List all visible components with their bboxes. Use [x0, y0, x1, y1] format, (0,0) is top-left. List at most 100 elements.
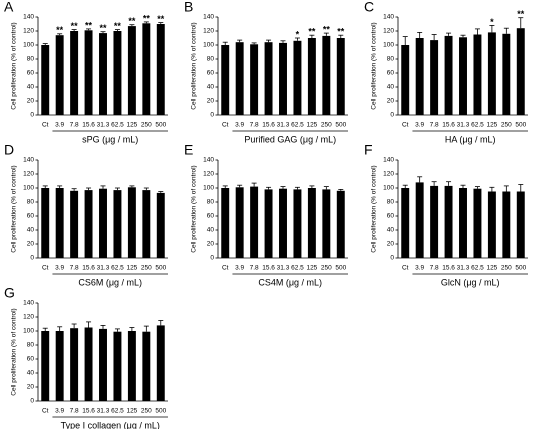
x-tick-label: 125 [126, 408, 137, 415]
bar [516, 191, 525, 258]
bar [70, 328, 79, 401]
bar [473, 188, 482, 258]
y-tick-label: 20 [387, 98, 395, 105]
x-tick-label: 15.6 [442, 265, 455, 272]
bar [279, 188, 287, 258]
y-tick-label: 120 [203, 171, 214, 178]
y-tick-label: 140 [23, 14, 34, 21]
bar [41, 45, 50, 115]
bar [142, 331, 151, 401]
y-tick-label: 60 [27, 70, 35, 77]
x-tick-label: 500 [155, 408, 166, 415]
x-tick-label: 250 [501, 122, 512, 129]
x-tick-label: 500 [155, 122, 166, 129]
y-tick-label: 60 [207, 213, 215, 220]
significance: ** [128, 16, 136, 26]
x-tick-label: 15.6 [82, 408, 95, 415]
bar [70, 31, 79, 115]
y-tick-label: 20 [27, 98, 35, 105]
y-tick-label: 20 [207, 241, 215, 248]
bar [307, 188, 316, 258]
bar [293, 189, 302, 258]
x-tick-label: 31.3 [97, 265, 110, 272]
x-tick-label: 500 [335, 122, 346, 129]
x-tick-label: Ct [402, 265, 409, 272]
bar [55, 188, 64, 258]
y-tick-label: 40 [387, 227, 395, 234]
x-tick-label: 15.6 [82, 265, 95, 272]
x-tick-label: 125 [126, 122, 137, 129]
significance: ** [99, 23, 107, 33]
y-tick-label: 60 [207, 70, 215, 77]
y-axis-label: Cell proliferation (% of control) [11, 165, 18, 252]
y-tick-label: 80 [207, 199, 215, 206]
significance: * [296, 29, 300, 39]
bar [127, 187, 136, 258]
x-tick-label: 62.5 [111, 122, 124, 129]
x-tick-label: 31.3 [277, 122, 290, 129]
bar [264, 42, 273, 116]
bar [70, 190, 79, 258]
y-tick-label: 120 [383, 171, 394, 178]
bar [142, 23, 151, 115]
panel-label: A [4, 0, 14, 15]
x-tick-label: 3.9 [55, 408, 64, 415]
x-axis-label: CS6M (μg / mL) [78, 277, 142, 287]
bar [336, 190, 345, 258]
y-tick-label: 140 [383, 14, 394, 21]
x-tick-label: 250 [141, 122, 152, 129]
y-tick-label: 120 [383, 28, 394, 35]
y-tick-label: 20 [27, 384, 35, 391]
y-tick-label: 40 [27, 370, 35, 377]
bar [250, 186, 259, 258]
bar [415, 182, 424, 258]
x-tick-label: 3.9 [235, 122, 244, 129]
y-tick-label: 0 [30, 255, 34, 262]
bar [487, 191, 496, 258]
bar [127, 331, 136, 401]
y-tick-label: 120 [23, 28, 34, 35]
significance: ** [114, 21, 122, 31]
bar [142, 190, 151, 258]
y-tick-label: 140 [203, 157, 214, 164]
bar [264, 189, 273, 258]
x-axis-label: CS4M (μg / mL) [258, 277, 322, 287]
significance: ** [308, 27, 316, 37]
panel-label: E [184, 142, 193, 158]
y-tick-label: 100 [23, 185, 34, 192]
x-axis-label: Type I collagen (μg / mL) [61, 420, 160, 429]
x-tick-label: 125 [306, 122, 317, 129]
bar [99, 33, 107, 115]
x-tick-label: 31.3 [97, 408, 110, 415]
bar [444, 35, 453, 115]
y-tick-label: 40 [387, 84, 395, 91]
y-tick-label: 80 [27, 56, 35, 63]
y-tick-label: 120 [203, 28, 214, 35]
y-axis-label: Cell proliferation (% of control) [371, 22, 378, 109]
bar [293, 40, 302, 115]
x-tick-label: 250 [321, 265, 332, 272]
bar [401, 45, 410, 115]
y-tick-label: 0 [390, 112, 394, 119]
x-tick-label: 62.5 [291, 122, 304, 129]
y-tick-label: 100 [383, 185, 394, 192]
x-tick-label: 125 [486, 122, 497, 129]
y-tick-label: 140 [23, 157, 34, 164]
y-tick-label: 100 [23, 328, 34, 335]
bar [235, 187, 244, 258]
bar [156, 24, 165, 115]
x-axis-label: Purified GAG (μg / mL) [244, 134, 336, 144]
bar [84, 327, 93, 401]
y-tick-label: 140 [383, 157, 394, 164]
bar [459, 188, 467, 258]
x-tick-label: 62.5 [471, 122, 484, 129]
bar [55, 331, 64, 401]
x-tick-label: 7.8 [430, 265, 439, 272]
y-axis-label: Cell proliferation (% of control) [11, 308, 18, 395]
bar [415, 38, 424, 115]
x-tick-label: 15.6 [82, 122, 95, 129]
x-tick-label: 15.6 [262, 122, 275, 129]
y-tick-label: 40 [27, 84, 35, 91]
x-tick-label: 7.8 [70, 265, 79, 272]
x-axis-label: sPG (μg / mL) [82, 134, 138, 144]
